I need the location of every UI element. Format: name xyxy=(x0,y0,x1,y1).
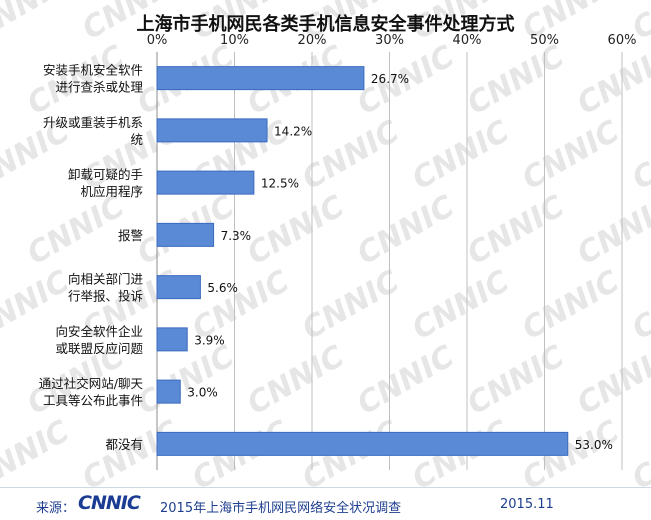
bar-value-label: 3.9% xyxy=(194,333,225,347)
bar xyxy=(157,328,187,351)
survey-title: 2015年上海市手机网民网络安全状况调查 xyxy=(160,497,401,516)
bar xyxy=(157,67,364,90)
category-label: 升级或重装手机系 xyxy=(43,115,143,130)
footer-date: 2015.11 xyxy=(500,497,554,512)
category-label: 向安全软件企业 xyxy=(55,324,143,339)
category-label: 安装手机安全软件 xyxy=(43,63,143,78)
bar xyxy=(157,432,568,455)
x-tick-label: 10% xyxy=(220,33,249,48)
bar-value-label: 3.0% xyxy=(187,386,218,400)
bar xyxy=(157,119,267,142)
category-label: 进行查杀或处理 xyxy=(55,80,143,95)
category-label: 统 xyxy=(130,132,143,147)
category-label: 工具等公布此事件 xyxy=(43,393,143,408)
bar-chart: 0% 10% 20% 30% 40% 50% 60% 26.7% 安装手机安全软件进行查杀或处理… xyxy=(0,0,651,487)
bar-value-label: 5.6% xyxy=(207,281,238,295)
x-tick-label: 40% xyxy=(453,33,482,48)
bar-value-label: 14.2% xyxy=(274,124,312,138)
category-label: 向相关部门进 xyxy=(68,272,144,287)
category-label: 机应用程序 xyxy=(80,184,143,199)
cnnic-logo: CNNIC xyxy=(78,492,150,512)
x-tick-label: 60% xyxy=(608,33,637,48)
x-tick-label: 20% xyxy=(298,33,327,48)
category-label: 行举报、投诉 xyxy=(68,289,143,304)
bar xyxy=(157,171,254,194)
x-tick-label: 30% xyxy=(375,33,404,48)
bar-value-label: 53.0% xyxy=(575,438,613,452)
category-label: 通过社交网站/聊天 xyxy=(39,376,144,391)
category-label: 或联盟反应问题 xyxy=(55,341,143,356)
category-label: 卸载可疑的手 xyxy=(68,167,143,182)
source-label: 来源： xyxy=(36,497,75,516)
x-tick-label: 50% xyxy=(530,33,559,48)
category-label: 都没有 xyxy=(105,437,143,452)
bar-value-label: 12.5% xyxy=(261,177,299,191)
bar xyxy=(157,223,214,246)
bar xyxy=(157,380,180,403)
x-tick-label: 0% xyxy=(147,33,168,48)
bar-value-label: 26.7% xyxy=(371,72,409,86)
bar xyxy=(157,276,200,299)
bar-value-label: 7.3% xyxy=(221,229,252,243)
footer: 来源： CNNIC 2015年上海市手机网民网络安全状况调查 2015.11 xyxy=(0,487,651,520)
category-label: 报警 xyxy=(118,228,143,243)
